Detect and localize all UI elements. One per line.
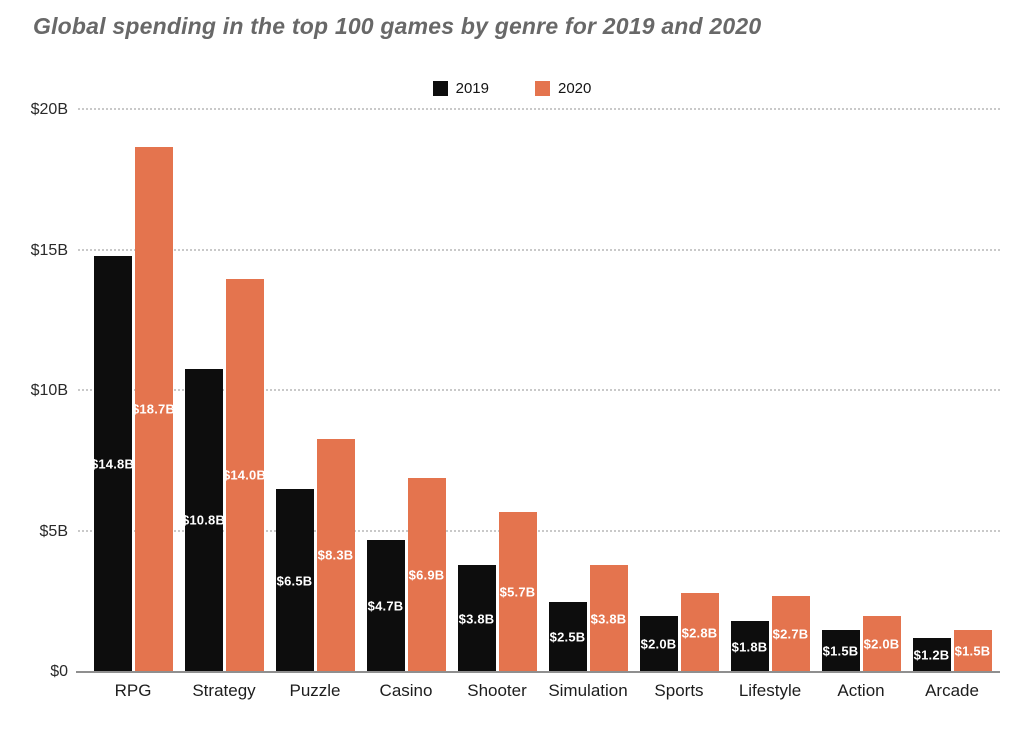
x-axis-label-Strategy: Strategy bbox=[192, 681, 256, 700]
legend-item-2019: 2019 bbox=[432, 80, 489, 97]
bar-value-label: $2.5B bbox=[549, 629, 586, 645]
x-axis-line bbox=[76, 671, 1000, 673]
bar-2019-Simulation: $2.5B bbox=[548, 601, 587, 672]
bar-2019-Action: $1.5B bbox=[821, 629, 860, 672]
bar-group-Puzzle: $6.5B $8.3B Puzzle bbox=[275, 110, 355, 700]
x-axis-label-Casino: Casino bbox=[379, 681, 433, 700]
bar-group-Lifestyle: $1.8B $2.7B Lifestyle bbox=[730, 110, 810, 700]
bar-value-label: $2.0B bbox=[640, 636, 677, 652]
chart-title: Global spending in the top 100 games by … bbox=[33, 13, 762, 39]
bar-group-Strategy: $10.8B $14.0B Strategy bbox=[181, 110, 267, 700]
bar-2020-Shooter: $5.7B bbox=[498, 511, 537, 672]
bar-group-Action: $1.5B $2.0B Action bbox=[821, 110, 901, 700]
x-axis-label-Arcade: Arcade bbox=[925, 681, 979, 700]
bar-2019-Puzzle: $6.5B bbox=[275, 489, 314, 672]
bar-2019-Arcade: $1.2B bbox=[912, 638, 951, 672]
gridline-$20B bbox=[78, 108, 1000, 110]
bar-value-label: $2.7B bbox=[772, 626, 809, 642]
bar-value-label: $8.3B bbox=[317, 547, 354, 563]
bar-2019-Sports: $2.0B bbox=[639, 615, 678, 672]
legend-item-2020: 2020 bbox=[535, 80, 591, 97]
legend-label: 2019 bbox=[455, 80, 489, 97]
bar-2020-Casino: $6.9B bbox=[407, 478, 446, 672]
bar-2020-RPG: $18.7B bbox=[131, 146, 176, 672]
bar-group-RPG: $14.8B $18.7B RPG bbox=[90, 110, 176, 700]
y-tick-label-$10B: $10B bbox=[30, 382, 68, 399]
y-tick-label-$0: $0 bbox=[50, 663, 68, 680]
bar-group-Sports: $2.0B $2.8B Sports bbox=[639, 110, 719, 700]
bar-2020-Sports: $2.8B bbox=[680, 593, 719, 672]
bar-2020-Puzzle: $8.3B bbox=[316, 438, 355, 672]
legend-swatch-2019 bbox=[432, 81, 448, 96]
bar-value-label: $2.0B bbox=[863, 636, 900, 652]
bar-2019-Strategy: $10.8B bbox=[181, 368, 226, 672]
bar-value-label: $1.2B bbox=[913, 647, 950, 663]
bar-value-label: $4.7B bbox=[367, 598, 404, 614]
bar-value-label: $1.5B bbox=[954, 643, 991, 659]
bar-group-Simulation: $2.5B $3.8B Simulation bbox=[548, 110, 628, 700]
bar-value-label: $14.0B bbox=[222, 467, 267, 483]
legend-swatch-2020 bbox=[535, 81, 550, 96]
gridline-$10B bbox=[78, 389, 1000, 391]
bar-2020-Lifestyle: $2.7B bbox=[771, 596, 810, 672]
x-axis-label-RPG: RPG bbox=[114, 681, 152, 700]
bar-2020-Action: $2.0B bbox=[862, 615, 901, 672]
gridline-$5B bbox=[78, 529, 1000, 532]
bar-2019-Lifestyle: $1.8B bbox=[730, 621, 769, 672]
gridline-$15B bbox=[78, 248, 1000, 251]
x-axis-label-Shooter: Shooter bbox=[467, 681, 527, 700]
y-tick-label-$5B: $5B bbox=[39, 522, 68, 540]
bar-group-Shooter: $3.8B $5.7B Shooter bbox=[457, 110, 537, 700]
bar-2020-Simulation: $3.8B bbox=[589, 565, 628, 672]
x-axis-label-Puzzle: Puzzle bbox=[289, 681, 341, 700]
bar-value-label: $5.7B bbox=[499, 584, 536, 600]
legend: 2019 2020 bbox=[0, 80, 1024, 97]
bar-group-Casino: $4.7B $6.9B Casino bbox=[366, 110, 446, 700]
x-axis-label-Action: Action bbox=[837, 681, 885, 700]
bar-value-label: $6.9B bbox=[408, 567, 445, 583]
bar-value-label: $1.5B bbox=[822, 643, 859, 659]
y-tick-label-$15B: $15B bbox=[30, 241, 68, 259]
bar-group-Arcade: $1.2B $1.5B Arcade bbox=[912, 110, 992, 700]
x-axis-label-Sports: Sports bbox=[654, 681, 704, 700]
plot-area: $0 $5B $10B $15B $20B $14.8B $18.7B RPG $10.8B $1… bbox=[31, 101, 1000, 700]
x-axis-label-Simulation: Simulation bbox=[548, 681, 628, 700]
bar-value-label: $3.8B bbox=[458, 611, 495, 627]
legend-label: 2020 bbox=[558, 80, 592, 97]
bar-value-label: $6.5B bbox=[276, 573, 313, 589]
bar-2019-RPG: $14.8B bbox=[90, 256, 135, 672]
bar-2019-Casino: $4.7B bbox=[366, 539, 405, 672]
bar-2019-Shooter: $3.8B bbox=[457, 565, 496, 672]
bar-2020-Strategy: $14.0B bbox=[222, 278, 267, 672]
bar-value-label: $18.7B bbox=[131, 401, 176, 417]
bar-value-label: $10.8B bbox=[181, 512, 226, 528]
x-axis-label-Lifestyle: Lifestyle bbox=[738, 681, 802, 700]
bar-value-label: $14.8B bbox=[90, 456, 135, 472]
bar-value-label: $1.8B bbox=[731, 639, 768, 655]
y-tick-label-$20B: $20B bbox=[30, 101, 68, 118]
bar-2020-Arcade: $1.5B bbox=[953, 629, 992, 672]
bar-value-label: $3.8B bbox=[590, 611, 627, 627]
bar-value-label: $2.8B bbox=[681, 625, 718, 641]
